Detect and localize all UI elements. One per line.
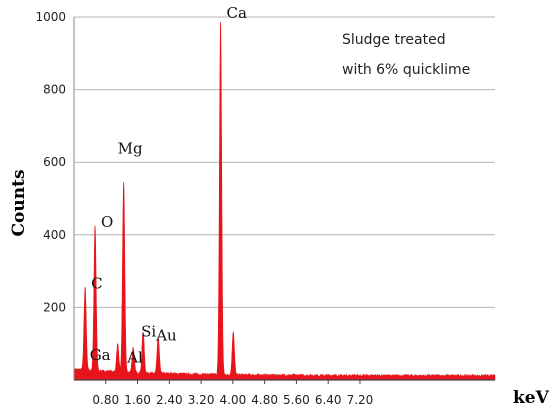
y-tick-label-1000: 1000 bbox=[35, 10, 66, 24]
x-tick-label-4.00: 4.00 bbox=[220, 393, 247, 407]
annotation-line-2: with 6% quicklime bbox=[342, 62, 470, 78]
y-tick-label-800: 800 bbox=[43, 83, 66, 97]
peak-label-ga: Ga bbox=[90, 346, 111, 364]
peak-label-al: Al bbox=[126, 349, 143, 367]
y-tick-label-200: 200 bbox=[43, 300, 66, 314]
x-axis-title: keV bbox=[513, 388, 550, 408]
annotation-line-1: Sludge treated bbox=[342, 32, 446, 48]
peak-label-au: Au bbox=[155, 327, 177, 345]
x-tick-label-5.60: 5.60 bbox=[283, 393, 310, 407]
peak-label-ca: Ca bbox=[227, 4, 247, 22]
peak-label-si: Si bbox=[141, 322, 156, 340]
x-tick-labels: 0.80 1.60 2.40 3.20 4.00 4.80 5.60 6.40 7.20 bbox=[92, 380, 373, 407]
y-axis-title: Counts bbox=[9, 169, 29, 236]
x-tick-label-0.80: 0.80 bbox=[92, 393, 119, 407]
x-tick-label-4.80: 4.80 bbox=[251, 393, 278, 407]
spectrum-series bbox=[73, 21, 496, 381]
peak-label-o: O bbox=[101, 213, 113, 231]
peak-label-mg: Mg bbox=[118, 139, 143, 157]
plot-area bbox=[73, 17, 496, 381]
x-tick-label-6.40: 6.40 bbox=[315, 393, 342, 407]
y-tick-label-600: 600 bbox=[43, 155, 66, 169]
x-tick-label-7.20: 7.20 bbox=[347, 393, 374, 407]
x-tick-label-3.20: 3.20 bbox=[188, 393, 215, 407]
peak-label-c: C bbox=[91, 275, 102, 293]
x-tick-label-1.60: 1.60 bbox=[124, 393, 151, 407]
y-tick-labels: 200 400 600 800 1000 bbox=[35, 10, 66, 314]
grid-lines bbox=[74, 16, 495, 308]
peak-labels: C O Mg Ga Al Si Au Ca bbox=[90, 4, 247, 367]
x-tick-label-2.40: 2.40 bbox=[156, 393, 183, 407]
y-tick-label-400: 400 bbox=[43, 228, 66, 242]
